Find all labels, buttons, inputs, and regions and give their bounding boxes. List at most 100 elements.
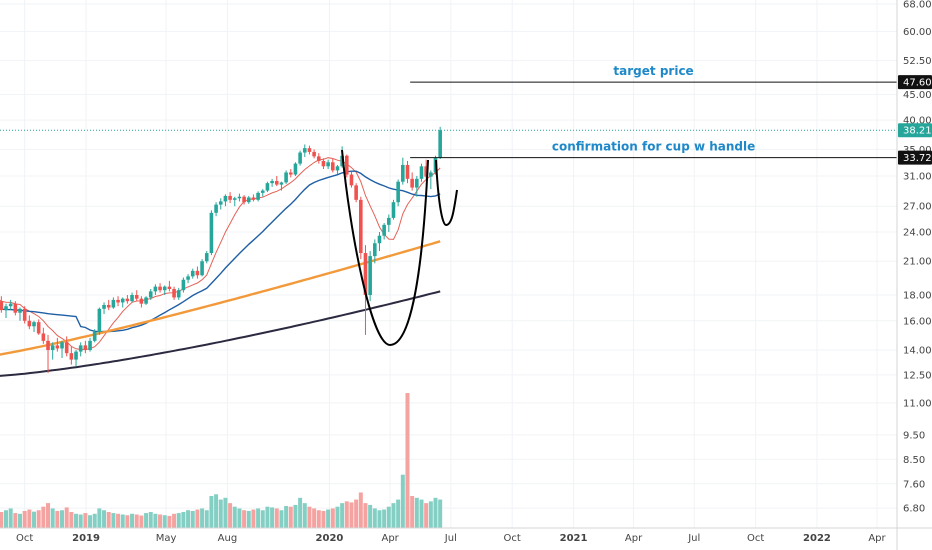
time-tick-label: 2019	[72, 533, 100, 544]
volume-bar	[125, 515, 130, 528]
candle-body	[429, 172, 433, 177]
candle-body	[349, 174, 354, 186]
candle-body	[214, 204, 218, 213]
candle-body	[172, 288, 176, 298]
candle-body	[97, 308, 102, 333]
volume-bar	[321, 510, 326, 528]
volume-bar	[78, 514, 83, 528]
volume-bar	[92, 513, 97, 528]
candle-body	[162, 286, 167, 291]
volume-bar	[396, 499, 401, 528]
candle-body	[46, 340, 50, 351]
candle-body	[307, 148, 312, 152]
time-axis[interactable]: Oct 2019 May Aug 2020 Apr Jul Oct 2021 Apr Jul Oct 2…	[16, 533, 886, 544]
candle-body	[228, 195, 232, 200]
volume-bar	[18, 513, 23, 528]
candle-body	[387, 217, 391, 225]
moving-average-longest	[0, 290, 441, 377]
volume-bar	[97, 508, 102, 528]
candle-body	[176, 290, 181, 298]
candle-body	[218, 201, 223, 205]
candle-body	[270, 180, 274, 184]
price-tick-label: 14.00	[903, 346, 932, 357]
volume-bar	[32, 511, 37, 528]
candle-body	[246, 197, 251, 203]
volume-bar	[237, 508, 242, 528]
volume-bar	[50, 508, 55, 528]
price-badge-label: 38.21	[903, 126, 932, 137]
candle-body	[32, 322, 36, 327]
candle-body	[74, 351, 78, 360]
candle-body	[41, 333, 46, 341]
volume-bar	[172, 513, 177, 528]
volume-bar	[316, 510, 321, 528]
time-tick-label: Oct	[504, 533, 521, 544]
volume-bar	[22, 510, 27, 528]
volume-bar	[274, 508, 279, 528]
price-badge-label: 33.72	[903, 153, 932, 164]
candle-body	[419, 166, 424, 179]
candle-body	[284, 172, 288, 183]
candle-body	[368, 256, 372, 295]
candle-body	[330, 162, 335, 171]
volume-bar	[88, 515, 93, 528]
candle-body	[78, 345, 83, 352]
price-badge	[898, 150, 932, 165]
moving-average-lines	[0, 157, 441, 377]
volume-bar	[298, 497, 303, 528]
volume-bar	[382, 509, 387, 528]
volume-bar	[330, 508, 335, 528]
candle-body	[186, 276, 190, 280]
volume-bar	[377, 510, 382, 528]
candle-body	[256, 192, 260, 200]
volume-bar	[144, 513, 149, 528]
volume-bar	[74, 513, 79, 528]
candle-body	[344, 155, 349, 175]
candle-body	[36, 322, 41, 334]
candle-body	[88, 340, 92, 351]
candle-body	[50, 345, 55, 351]
candle-body	[260, 190, 265, 193]
candle-body	[209, 212, 214, 254]
candle-body	[120, 298, 125, 303]
candle-body	[139, 298, 144, 304]
volume-bar	[302, 503, 307, 528]
candle-body	[405, 164, 410, 179]
candle-body	[116, 299, 120, 303]
volume-bar	[340, 503, 345, 528]
volume-bar	[176, 513, 181, 528]
volume-bar	[83, 513, 88, 528]
price-axis[interactable]: 68.00 60.00 52.50 45.00 40.00 35.00 31.00 27.00…	[903, 0, 932, 515]
volume-bar	[368, 504, 373, 528]
price-tick-label: 45.00	[903, 90, 932, 101]
price-tick-label: 27.00	[903, 202, 932, 213]
volume-bar	[186, 510, 191, 528]
volume-bar	[410, 496, 415, 528]
volume-bar	[228, 503, 233, 528]
price-tick-label: 7.60	[903, 479, 925, 490]
volume-bar	[167, 515, 172, 528]
price-tick-label: 8.50	[903, 455, 925, 466]
candle-body	[200, 261, 204, 276]
candle-body	[242, 196, 246, 203]
price-tick-label: 68.00	[903, 0, 932, 11]
volume-bar	[288, 506, 293, 528]
volume-bar	[246, 510, 251, 528]
volume-bar	[354, 499, 359, 528]
candle-body	[223, 195, 228, 202]
volume-bar	[139, 515, 144, 528]
candle-body	[22, 308, 27, 321]
candle-body	[373, 243, 377, 257]
time-tick-label: 2022	[803, 533, 831, 544]
volume-bar	[8, 508, 13, 528]
time-tick-label: Oct	[16, 533, 33, 544]
volume-bar	[251, 509, 256, 528]
volume-bar	[344, 501, 349, 528]
volume-bar	[190, 510, 195, 528]
price-tick-label: 40.00	[903, 116, 932, 127]
candle-body	[321, 160, 326, 167]
volume-bar	[120, 514, 125, 528]
candle-body	[396, 181, 400, 203]
candle-body	[302, 148, 307, 153]
